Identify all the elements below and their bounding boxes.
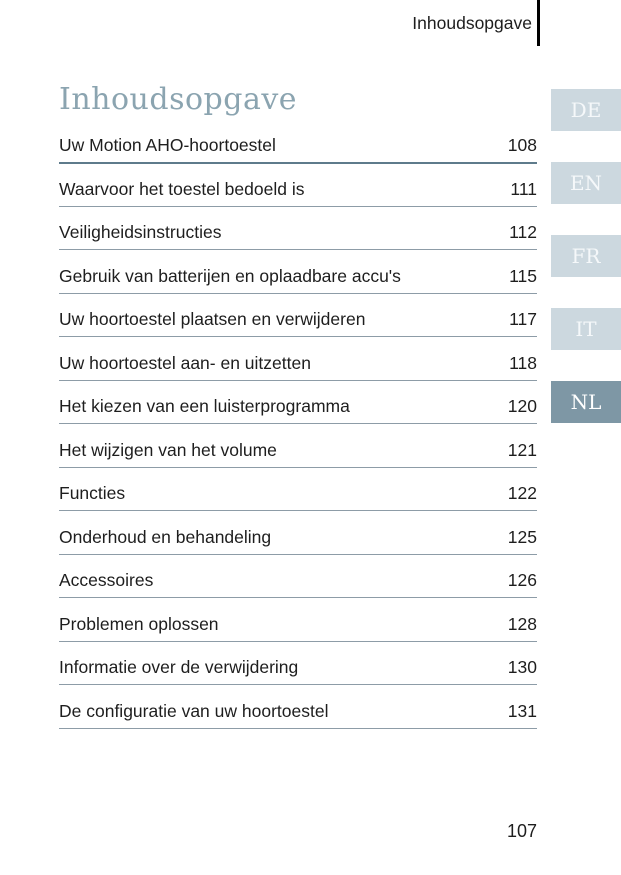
- toc-row[interactable]: Uw hoortoestel aan- en uitzetten 118: [59, 352, 537, 381]
- toc-row[interactable]: Gebruik van batterijen en oplaadbare acc…: [59, 265, 537, 294]
- toc-entry-page: 122: [507, 483, 537, 503]
- toc-entry-page: 131: [507, 700, 537, 721]
- toc-entry-page: 121: [507, 439, 537, 460]
- running-header-title: Inhoudsopgave: [412, 12, 532, 33]
- toc-entry-page: 117: [509, 309, 537, 329]
- toc-row[interactable]: Uw hoortoestel plaatsen en verwijderen 1…: [59, 308, 537, 337]
- running-header: Inhoudsopgave: [412, 0, 532, 46]
- language-tab-en[interactable]: EN: [551, 162, 621, 204]
- toc-row[interactable]: De configuratie van uw hoortoestel 131: [59, 700, 537, 729]
- language-tab-fr[interactable]: FR: [551, 235, 621, 277]
- toc-entry-page: 112: [509, 222, 537, 242]
- toc-entry-title: Gebruik van batterijen en oplaadbare acc…: [59, 265, 401, 286]
- toc-entry-title: Informatie over de verwijdering: [59, 657, 299, 677]
- toc-row[interactable]: Uw Motion AHO-hoortoestel 108: [59, 134, 537, 164]
- toc-row[interactable]: Informatie over de verwijdering 130: [59, 656, 537, 685]
- toc-row[interactable]: Veiligheidsinstructies 112: [59, 221, 537, 250]
- toc-entry-title: Het kiezen van een luisterprogramma: [59, 396, 350, 416]
- language-tab-nl[interactable]: NL: [551, 381, 621, 423]
- toc-entry-page: 130: [507, 657, 537, 677]
- language-tab-label: NL: [570, 390, 602, 414]
- toc-entry-title: Veiligheidsinstructies: [59, 222, 222, 242]
- toc-entry-page: 126: [507, 570, 537, 590]
- page-number: 107: [506, 821, 537, 841]
- header-divider-bar: [537, 0, 540, 46]
- toc-row[interactable]: Waarvoor het toestel bedoeld is 111: [59, 178, 537, 207]
- toc-entry-page: 118: [509, 352, 537, 373]
- language-tab-de[interactable]: DE: [551, 89, 621, 131]
- toc-entry-title: Problemen oplossen: [59, 613, 219, 634]
- language-tab-label: FR: [571, 244, 601, 268]
- language-tab-it[interactable]: IT: [551, 308, 621, 350]
- toc-entry-title: Uw Motion AHO-hoortoestel: [59, 135, 276, 155]
- language-tab-label: EN: [569, 171, 603, 195]
- toc-entry-title: De configuratie van uw hoortoestel: [59, 700, 329, 721]
- toc-entry-page: 111: [510, 178, 537, 199]
- toc-row[interactable]: Accessoires 126: [59, 569, 537, 598]
- toc-entry-page: 115: [509, 265, 537, 286]
- toc-entry-title: Onderhoud en behandeling: [59, 526, 272, 547]
- toc-row[interactable]: Onderhoud en behandeling 125: [59, 526, 537, 555]
- table-of-contents: Uw Motion AHO-hoortoestel 108 Waarvoor h…: [59, 134, 537, 743]
- toc-entry-title: Accessoires: [59, 570, 154, 590]
- toc-row[interactable]: Functies 122: [59, 482, 537, 511]
- page-title: Inhoudsopgave: [59, 82, 298, 117]
- toc-entry-title: Het wijzigen van het volume: [59, 439, 277, 460]
- toc-entry-page: 128: [507, 613, 537, 634]
- language-tab-strip: DE EN FR IT NL: [551, 89, 621, 423]
- toc-entry-title: Uw hoortoestel aan- en uitzetten: [59, 352, 311, 373]
- toc-entry-title: Waarvoor het toestel bedoeld is: [59, 178, 305, 199]
- toc-row[interactable]: Het kiezen van een luisterprogramma 120: [59, 395, 537, 424]
- toc-entry-page: 108: [507, 135, 537, 155]
- toc-entry-page: 125: [507, 526, 537, 547]
- toc-entry-title: Functies: [59, 483, 126, 503]
- language-tab-label: DE: [570, 98, 602, 122]
- toc-row[interactable]: Problemen oplossen 128: [59, 613, 537, 642]
- toc-entry-title: Uw hoortoestel plaatsen en verwijderen: [59, 309, 366, 329]
- toc-row[interactable]: Het wijzigen van het volume 121: [59, 439, 537, 468]
- language-tab-label: IT: [575, 317, 597, 341]
- toc-entry-page: 120: [507, 396, 537, 416]
